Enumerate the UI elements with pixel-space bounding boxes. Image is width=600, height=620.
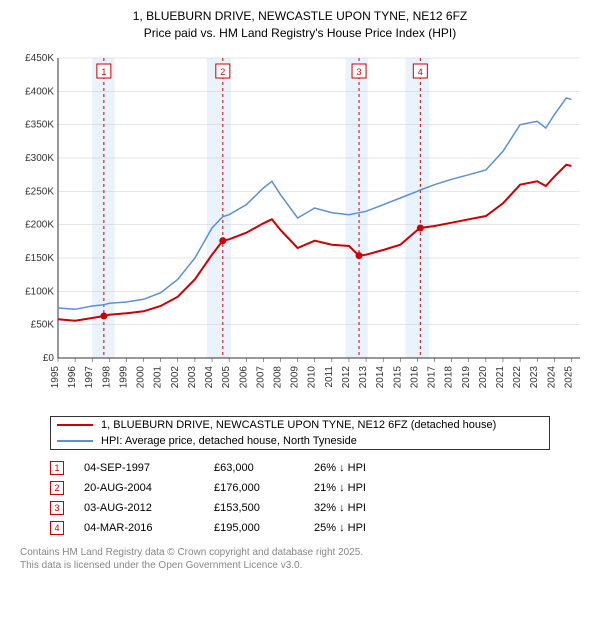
sale-diff: 25% ↓ HPI [314, 522, 434, 534]
svg-text:2017: 2017 [427, 365, 438, 388]
sales-row: 2 20-AUG-2004 £176,000 21% ↓ HPI [50, 478, 590, 498]
svg-text:2019: 2019 [461, 365, 472, 388]
svg-text:2003: 2003 [187, 365, 198, 388]
svg-text:2022: 2022 [512, 365, 523, 388]
chart-area: £0 £50K £100K £150K £200K £250K £300K £350K £400… [10, 48, 590, 408]
svg-text:1: 1 [101, 67, 106, 77]
legend-row-property: 1, BLUEBURN DRIVE, NEWCASTLE UPON TYNE, … [51, 417, 549, 433]
sale-price: £176,000 [214, 482, 314, 494]
footer: Contains HM Land Registry data © Crown c… [20, 546, 590, 572]
legend: 1, BLUEBURN DRIVE, NEWCASTLE UPON TYNE, … [50, 416, 550, 450]
svg-text:1997: 1997 [84, 365, 95, 388]
svg-text:£250K: £250K [25, 186, 54, 197]
svg-text:2011: 2011 [324, 365, 335, 387]
sale-price: £63,000 [214, 462, 314, 474]
sale-marker-2: 2 [50, 481, 64, 495]
footer-line-1: Contains HM Land Registry data © Crown c… [20, 546, 590, 559]
sale-marker-4: 4 [50, 521, 64, 535]
chart-container: 1, BLUEBURN DRIVE, NEWCASTLE UPON TYNE, … [0, 0, 600, 580]
svg-text:2025: 2025 [563, 365, 574, 388]
svg-text:2006: 2006 [238, 365, 249, 388]
sales-row: 4 04-MAR-2016 £195,000 25% ↓ HPI [50, 518, 590, 538]
svg-text:£150K: £150K [25, 253, 54, 264]
sale-diff: 21% ↓ HPI [314, 482, 434, 494]
title-line-1: 1, BLUEBURN DRIVE, NEWCASTLE UPON TYNE, … [10, 8, 590, 25]
svg-text:2021: 2021 [495, 365, 506, 388]
legend-swatch-property [57, 424, 93, 426]
svg-text:£400K: £400K [25, 86, 54, 97]
svg-text:£100K: £100K [25, 286, 54, 297]
svg-text:£450K: £450K [25, 53, 54, 64]
svg-text:1998: 1998 [101, 365, 112, 388]
sales-row: 3 03-AUG-2012 £153,500 32% ↓ HPI [50, 498, 590, 518]
legend-swatch-hpi [57, 440, 93, 442]
sale-marker-1: 1 [50, 461, 64, 475]
sale-price: £195,000 [214, 522, 314, 534]
sale-diff: 26% ↓ HPI [314, 462, 434, 474]
svg-text:2004: 2004 [204, 365, 215, 388]
svg-text:2024: 2024 [546, 365, 557, 388]
sale-date: 03-AUG-2012 [84, 502, 214, 514]
svg-text:2018: 2018 [444, 365, 455, 388]
svg-text:2007: 2007 [255, 365, 266, 388]
sales-row: 1 04-SEP-1997 £63,000 26% ↓ HPI [50, 458, 590, 478]
svg-text:2016: 2016 [409, 365, 420, 388]
footer-line-2: This data is licensed under the Open Gov… [20, 559, 590, 572]
svg-text:1996: 1996 [67, 365, 78, 388]
title-line-2: Price paid vs. HM Land Registry's House … [10, 25, 590, 42]
svg-text:2000: 2000 [136, 365, 147, 388]
chart-svg: £0 £50K £100K £150K £200K £250K £300K £350K £400… [10, 48, 590, 408]
svg-text:4: 4 [418, 67, 423, 77]
svg-text:1995: 1995 [50, 365, 61, 388]
legend-label-property: 1, BLUEBURN DRIVE, NEWCASTLE UPON TYNE, … [101, 419, 496, 431]
sale-date: 20-AUG-2004 [84, 482, 214, 494]
svg-text:2023: 2023 [529, 365, 540, 388]
svg-text:2013: 2013 [358, 365, 369, 388]
svg-text:2009: 2009 [290, 365, 301, 388]
svg-text:2010: 2010 [307, 365, 318, 388]
svg-text:2002: 2002 [170, 365, 181, 388]
svg-text:2: 2 [220, 67, 225, 77]
sale-price: £153,500 [214, 502, 314, 514]
chart-title: 1, BLUEBURN DRIVE, NEWCASTLE UPON TYNE, … [10, 8, 590, 42]
sale-date: 04-MAR-2016 [84, 522, 214, 534]
svg-text:2015: 2015 [392, 365, 403, 388]
svg-text:£200K: £200K [25, 219, 54, 230]
sale-diff: 32% ↓ HPI [314, 502, 434, 514]
svg-text:1999: 1999 [118, 365, 129, 388]
svg-text:£0: £0 [43, 353, 55, 364]
svg-text:2014: 2014 [375, 365, 386, 388]
svg-text:£50K: £50K [31, 319, 55, 330]
svg-text:2005: 2005 [221, 365, 232, 388]
svg-text:£350K: £350K [25, 119, 54, 130]
svg-text:2001: 2001 [153, 365, 164, 388]
sale-marker-3: 3 [50, 501, 64, 515]
svg-text:2012: 2012 [341, 365, 352, 388]
svg-text:£300K: £300K [25, 153, 54, 164]
legend-label-hpi: HPI: Average price, detached house, Nort… [101, 435, 357, 447]
svg-text:2008: 2008 [272, 365, 283, 388]
sale-date: 04-SEP-1997 [84, 462, 214, 474]
svg-text:3: 3 [357, 67, 362, 77]
svg-text:2020: 2020 [478, 365, 489, 388]
sales-table: 1 04-SEP-1997 £63,000 26% ↓ HPI 2 20-AUG… [50, 458, 590, 538]
legend-row-hpi: HPI: Average price, detached house, Nort… [51, 433, 549, 449]
